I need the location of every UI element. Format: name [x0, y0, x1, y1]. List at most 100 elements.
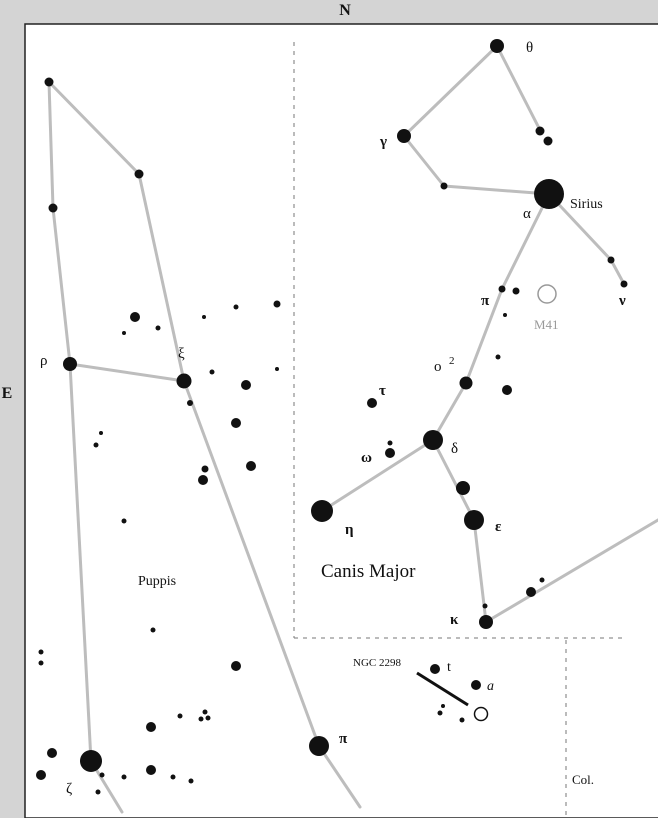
star — [246, 461, 256, 471]
star — [38, 649, 44, 655]
line-xi-pi — [182, 379, 321, 748]
line-rho-xi — [68, 362, 186, 383]
line-a-xi — [137, 172, 186, 383]
star — [146, 722, 156, 732]
xi-label: ξ — [178, 346, 185, 362]
star — [273, 300, 281, 308]
sirius-label: Sirius — [570, 197, 603, 212]
star — [275, 367, 279, 371]
star-xi — [176, 373, 192, 389]
star — [93, 442, 99, 448]
star — [198, 475, 208, 485]
constellation-boundaries — [293, 42, 625, 818]
line-top-a — [47, 80, 141, 176]
star — [526, 587, 536, 597]
star — [170, 774, 176, 780]
eta-label: η — [345, 522, 354, 538]
star-t — [430, 664, 440, 674]
star — [44, 77, 54, 87]
line-pi-omicron2 — [464, 287, 504, 385]
star — [201, 465, 209, 473]
star-gamma — [397, 129, 411, 143]
star — [231, 661, 241, 671]
line-star-sirius — [442, 184, 551, 196]
line-kappa-east — [484, 518, 658, 624]
star — [121, 518, 127, 524]
star — [607, 256, 615, 264]
line-delta-eta — [320, 438, 435, 513]
star — [231, 418, 241, 428]
star — [543, 136, 553, 146]
puppis-label: Puppis — [138, 574, 176, 589]
star — [482, 603, 488, 609]
star — [202, 315, 206, 319]
epsilon-label: ε — [495, 519, 502, 535]
star — [122, 331, 126, 335]
stars — [36, 39, 628, 795]
star-pi-cma — [498, 285, 506, 293]
alpha-label: α — [523, 206, 531, 222]
star — [150, 627, 156, 633]
star — [205, 715, 211, 721]
theta-label: θ — [526, 40, 533, 56]
star — [459, 717, 465, 723]
star — [188, 778, 194, 784]
canis-major-label: Canis Major — [321, 561, 416, 582]
star — [38, 660, 44, 666]
star — [155, 325, 161, 331]
ngc2298-pointer — [416, 671, 469, 707]
ngc2298-label: NGC 2298 — [353, 657, 401, 669]
star — [233, 304, 239, 310]
star — [202, 709, 208, 715]
star-zeta — [80, 750, 102, 772]
line-delta-epsilon — [431, 438, 476, 522]
line-theta-gamma — [402, 44, 499, 138]
star — [440, 182, 448, 190]
star — [99, 431, 103, 435]
t-label: t — [447, 660, 451, 675]
map-panel — [24, 23, 658, 818]
star — [387, 440, 393, 446]
star — [95, 789, 101, 795]
gamma-label: γ — [379, 134, 387, 150]
star — [121, 774, 127, 780]
star — [539, 577, 545, 583]
star-omicron2 — [459, 376, 473, 390]
line-top-b — [47, 80, 55, 210]
line-rho-zeta — [68, 362, 93, 763]
star — [502, 385, 512, 395]
columba-label: Col. — [572, 772, 594, 787]
star-tau — [367, 398, 377, 408]
star — [535, 126, 545, 136]
m41-cluster-icon — [537, 284, 557, 304]
star-theta — [490, 39, 504, 53]
pi-cma-label: π — [481, 293, 490, 309]
star — [177, 713, 183, 719]
line-theta-sirius — [495, 44, 543, 134]
star — [456, 481, 470, 495]
north-label: N — [339, 2, 351, 19]
delta-label: δ — [451, 441, 458, 457]
tau-label: τ — [379, 383, 386, 399]
omega-label: ω — [361, 450, 372, 466]
a-label: a — [487, 679, 494, 694]
nu-label: ν — [618, 293, 626, 309]
star — [99, 772, 105, 778]
star — [495, 354, 501, 360]
ngc2298-cluster-icon — [473, 706, 489, 722]
star — [441, 704, 445, 708]
star — [48, 203, 58, 213]
star — [437, 710, 443, 716]
star — [512, 287, 520, 295]
line-nu2-nu — [609, 258, 626, 286]
kappa-label: κ — [450, 612, 459, 628]
star-pi-pup — [309, 736, 329, 756]
line-pi-south — [317, 744, 362, 809]
zeta-label: ζ — [66, 781, 72, 797]
star-delta — [423, 430, 443, 450]
star-rho — [63, 357, 77, 371]
east-label: E — [2, 385, 13, 402]
star — [241, 380, 251, 390]
star — [47, 748, 57, 758]
